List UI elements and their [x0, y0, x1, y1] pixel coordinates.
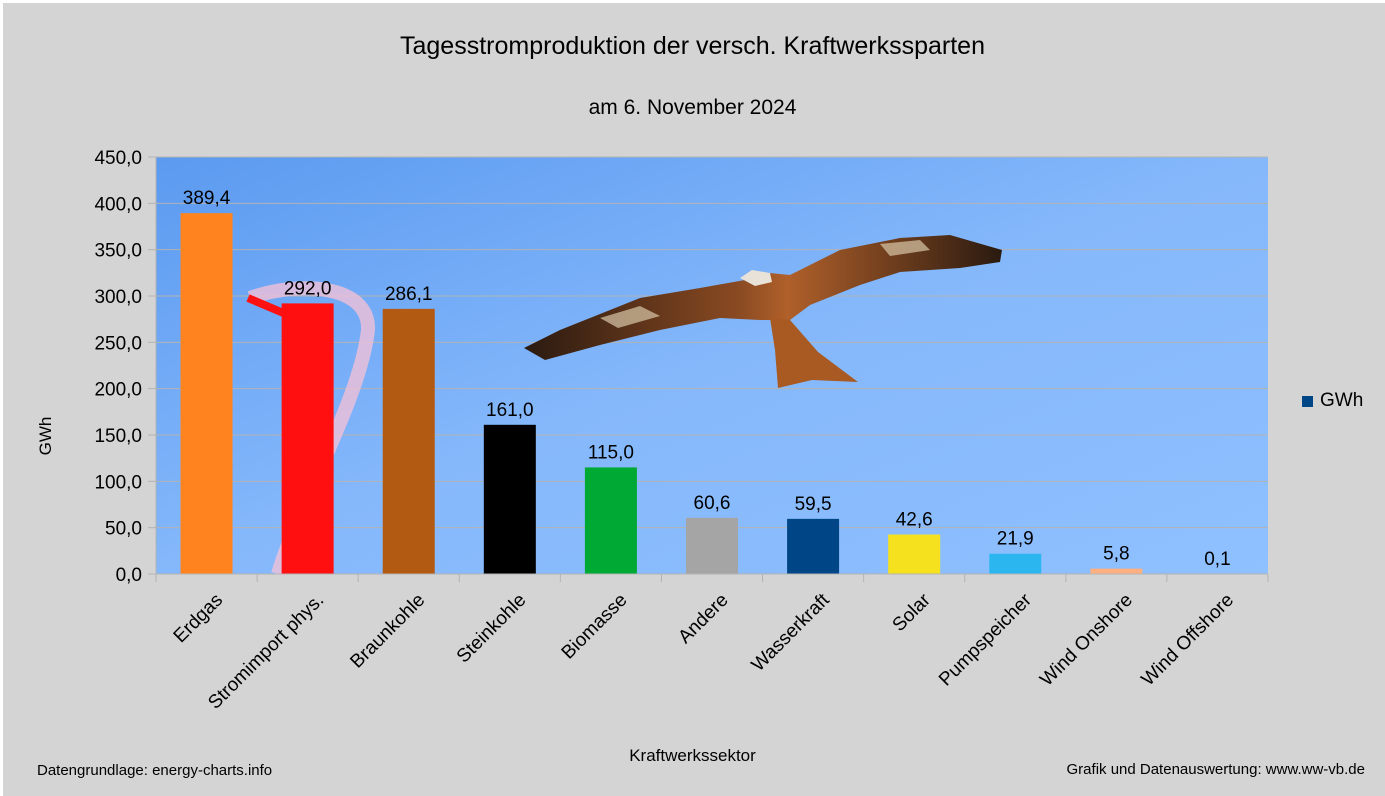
value-label: 389,4	[183, 188, 231, 209]
y-tick-label: 250,0	[94, 333, 142, 354]
bar	[888, 534, 941, 574]
x-tick-label: Solar	[889, 589, 936, 636]
y-tick-label: 150,0	[94, 426, 142, 447]
value-label: 0,1	[1204, 549, 1230, 570]
value-label: 292,0	[284, 278, 332, 299]
bar	[1090, 568, 1143, 574]
y-tick-label: 0,0	[116, 565, 142, 586]
value-label: 42,6	[896, 510, 933, 531]
bar	[281, 303, 334, 574]
value-label: 115,0	[588, 442, 634, 463]
x-tick-label: Steinkohle	[453, 590, 531, 668]
bird-wings	[524, 235, 1002, 360]
value-label: 59,5	[795, 494, 832, 515]
x-tick-label: Wasserkraft	[748, 589, 835, 676]
y-tick-label: 200,0	[94, 380, 142, 401]
bar	[382, 308, 435, 574]
bird-head	[740, 270, 772, 286]
x-tick-label: Erdgas	[170, 590, 227, 647]
bird-tail	[770, 318, 858, 388]
value-label: 161,0	[486, 400, 534, 421]
x-tick-label: Pumpspeicher	[935, 589, 1036, 690]
y-tick-labels: 0,0 50,0 100,0 150,0 200,0 250,0 300,0 350,0 400…	[94, 148, 142, 586]
bird-wing-patch-right	[880, 240, 930, 256]
x-tick-label: Andere	[674, 590, 732, 648]
legend: GWh	[1302, 390, 1363, 412]
bird-photo	[524, 235, 1002, 388]
value-label: 60,6	[694, 493, 731, 514]
value-label: 286,1	[385, 284, 433, 305]
source-note: Datengrundlage: energy-charts.info	[37, 762, 273, 779]
bird-wing-patch-left	[600, 306, 660, 328]
y-tick-label: 450,0	[94, 148, 142, 169]
chart-title: Tagesstromproduktion der versch. Kraftwe…	[400, 32, 985, 60]
bar	[584, 467, 637, 574]
chart-subtitle: am 6. November 2024	[588, 96, 797, 119]
y-tick-label: 50,0	[105, 519, 142, 540]
legend-swatch	[1302, 395, 1313, 407]
bars	[180, 213, 1244, 574]
x-tick-label: Wind Offshore	[1138, 590, 1238, 690]
x-tick-label: Braunkohle	[346, 590, 429, 673]
bar	[686, 517, 738, 574]
axes	[148, 156, 1269, 582]
value-label: 5,8	[1103, 544, 1129, 565]
y-tick-label: 300,0	[94, 287, 142, 308]
x-axis-label: Kraftwerkssektor	[629, 746, 756, 765]
value-labels: 389,4 292,0 286,1 161,0 115,0 60,6 59,5 42,6 21,…	[183, 188, 1231, 570]
plot-background	[156, 157, 1268, 574]
y-tick-label: 350,0	[94, 241, 142, 262]
bar	[483, 424, 536, 574]
y-tick-label: 100,0	[94, 472, 142, 493]
x-tick-label: Biomasse	[558, 590, 632, 664]
credit-note: Grafik und Datenauswertung: www.ww-vb.de	[1066, 761, 1365, 778]
x-tick-label: Wind Onshore	[1036, 590, 1137, 691]
value-label: 21,9	[997, 529, 1034, 550]
y-tick-label: 400,0	[94, 194, 142, 215]
bar	[989, 553, 1042, 574]
legend-label: GWh	[1320, 390, 1364, 411]
bar	[787, 518, 840, 574]
bar	[180, 213, 233, 574]
